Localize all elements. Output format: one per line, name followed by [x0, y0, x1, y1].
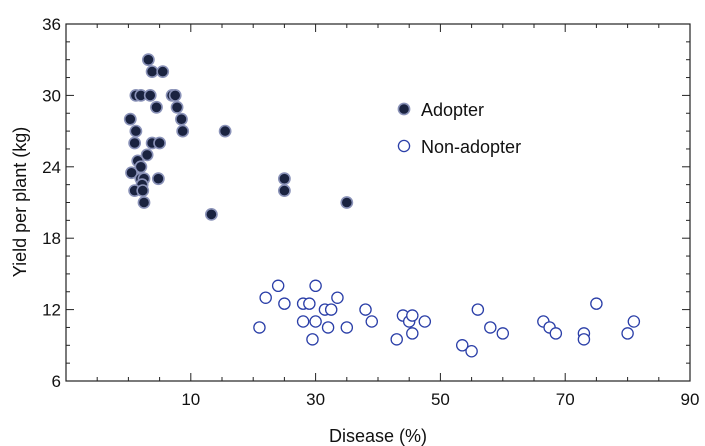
data-point-adopter — [140, 148, 154, 162]
data-point-non-adopter — [496, 327, 510, 340]
data-point-adopter — [125, 166, 138, 180]
legend-item-adopter: Adopter — [397, 100, 484, 120]
data-point-adopter — [128, 136, 142, 150]
data-point-non-adopter — [309, 279, 322, 293]
data-point-non-adopter — [365, 315, 379, 328]
data-point-non-adopter — [406, 327, 419, 340]
data-point-adopter — [218, 124, 232, 138]
data-point-adopter — [340, 196, 354, 209]
y-axis-title: Yield per plant (kg) — [10, 127, 30, 277]
data-point-adopter — [156, 65, 170, 78]
x-axis-title: Disease (%) — [329, 426, 427, 446]
data-point-adopter — [123, 112, 137, 126]
y-tick-label: 6 — [52, 372, 61, 391]
data-point-adopter — [150, 100, 163, 114]
y-tick-label: 36 — [42, 15, 61, 34]
data-point-adopter — [137, 196, 151, 209]
data-point-non-adopter — [390, 333, 403, 346]
x-tick-label: 70 — [556, 390, 575, 409]
y-axis-ticks — [66, 23, 690, 382]
data-point-adopter — [277, 172, 291, 186]
data-point-non-adopter — [321, 321, 335, 334]
data-point-adopter — [145, 65, 159, 78]
data-point-non-adopter — [406, 309, 419, 322]
data-point-adopter — [175, 112, 188, 126]
data-point-adopter — [204, 207, 218, 221]
data-point-non-adopter — [455, 339, 469, 352]
data-point-non-adopter — [621, 327, 634, 340]
data-point-non-adopter — [359, 303, 372, 316]
data-point-adopter — [129, 124, 143, 138]
x-tick-label: 10 — [181, 390, 200, 409]
data-point-non-adopter — [259, 291, 272, 304]
data-point-adopter — [176, 124, 190, 138]
data-point-adopter — [153, 136, 166, 150]
data-point-non-adopter — [296, 315, 310, 328]
y-axis-tick-labels: 6 12 18 24 30 36 — [42, 15, 61, 391]
y-tick-label: 18 — [42, 229, 61, 248]
x-tick-label: 50 — [431, 390, 450, 409]
data-point-non-adopter — [324, 303, 338, 316]
data-point-adopter — [136, 184, 150, 197]
data-point-non-adopter — [418, 315, 432, 328]
y-tick-label: 30 — [42, 86, 61, 105]
x-axis-tick-labels: 10 30 50 70 90 — [181, 390, 699, 409]
data-point-non-adopter — [465, 344, 478, 358]
data-point-non-adopter — [471, 303, 485, 316]
data-point-non-adopter — [577, 333, 591, 346]
data-point-non-adopter — [484, 321, 497, 334]
data-point-adopter — [143, 89, 157, 102]
legend: Adopter Non-adopter — [397, 100, 521, 157]
data-point-non-adopter — [340, 321, 354, 334]
data-point-non-adopter — [309, 315, 322, 328]
data-point-adopter — [168, 89, 182, 102]
y-tick-label: 12 — [42, 301, 61, 320]
legend-marker-non-adopter — [397, 139, 411, 153]
data-point-non-adopter — [627, 315, 641, 328]
series-adopter-points — [123, 53, 354, 221]
series-non-adopter-points — [253, 279, 641, 358]
x-tick-label: 30 — [306, 390, 325, 409]
y-tick-label: 24 — [42, 158, 61, 177]
data-point-non-adopter — [253, 321, 266, 334]
legend-label-adopter: Adopter — [421, 100, 484, 120]
x-tick-label: 90 — [681, 390, 700, 409]
legend-marker-adopter — [397, 102, 411, 116]
plot-frame — [65, 23, 691, 382]
data-point-adopter — [151, 172, 165, 186]
data-point-adopter — [141, 53, 155, 67]
data-point-non-adopter — [549, 327, 563, 340]
data-point-non-adopter — [271, 279, 285, 293]
data-point-non-adopter — [303, 297, 316, 310]
data-point-adopter — [277, 184, 291, 197]
data-point-non-adopter — [331, 291, 344, 304]
legend-label-non-adopter: Non-adopter — [421, 137, 521, 157]
data-point-non-adopter — [278, 297, 291, 310]
data-point-non-adopter — [306, 333, 319, 346]
data-point-adopter — [170, 100, 184, 114]
data-point-non-adopter — [590, 297, 603, 310]
legend-item-non-adopter: Non-adopter — [397, 137, 521, 157]
x-axis-ticks — [65, 24, 691, 381]
